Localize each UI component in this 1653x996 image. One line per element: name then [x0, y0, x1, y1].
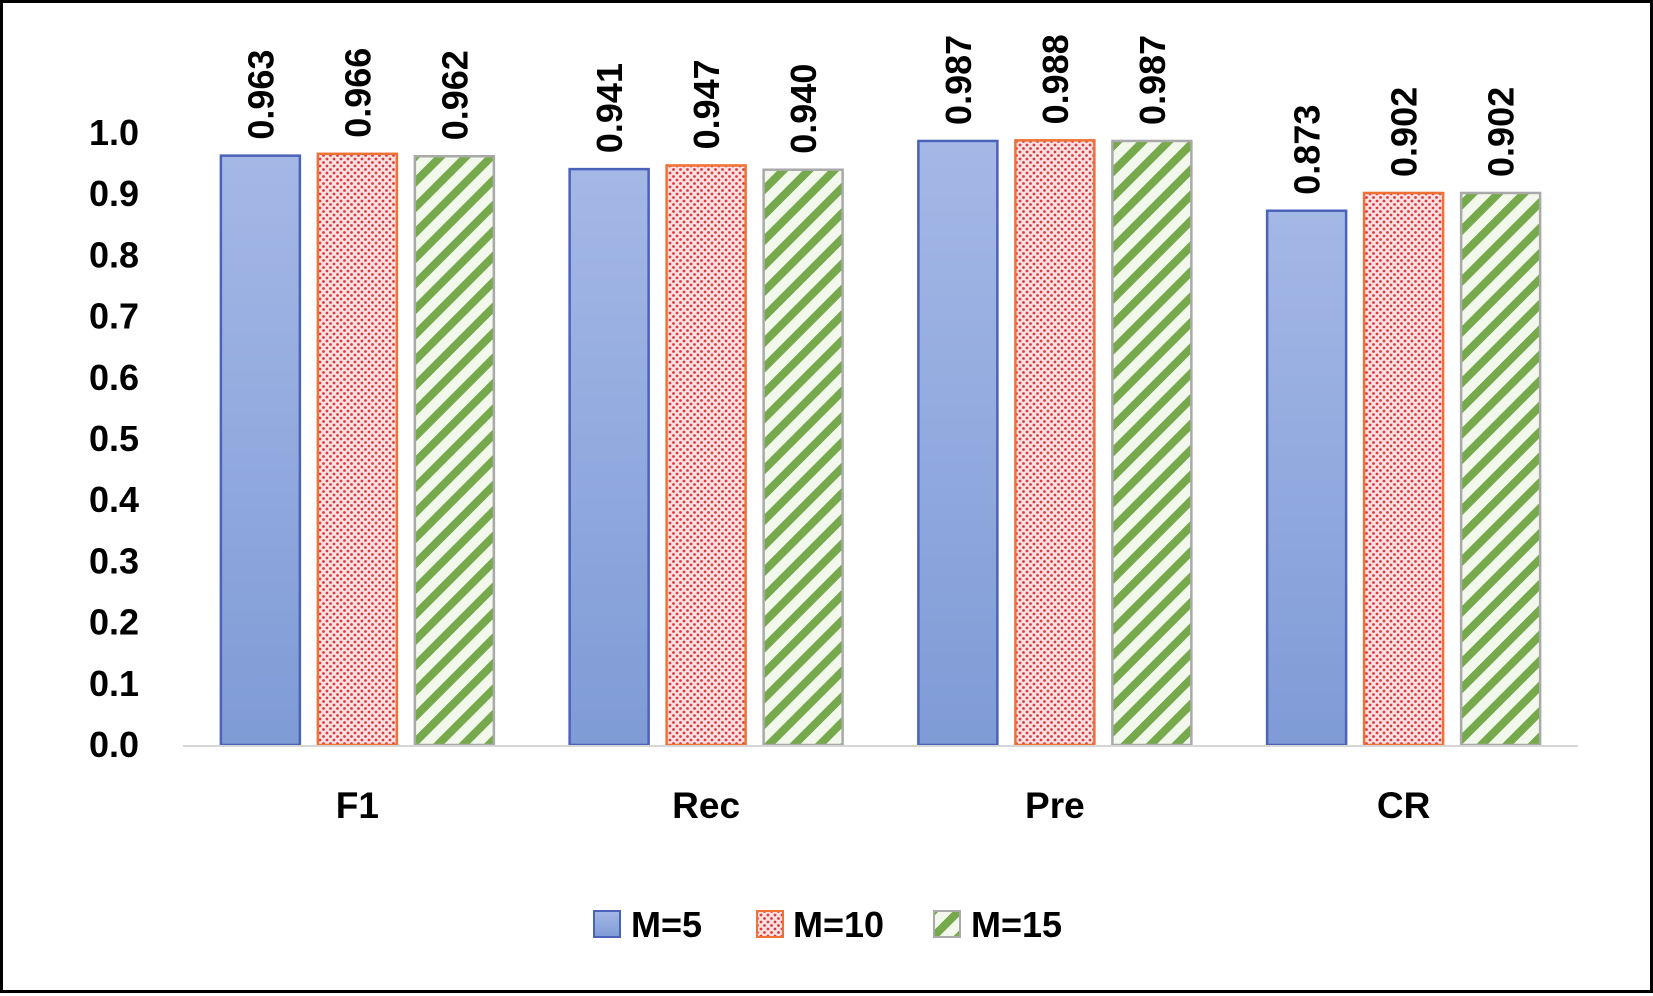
- legend-label-m15: M=15: [971, 904, 1062, 945]
- y-tick-label: 1.0: [89, 112, 139, 153]
- legend-swatch-m5: [593, 910, 621, 938]
- bar-m5-rec: [568, 167, 650, 747]
- legend-label-m5: M=5: [631, 904, 702, 945]
- data-labels: 0.963 0.966 0.962 0.941 0.947 0.940 0.987 0.988…: [240, 34, 1521, 194]
- x-category-label: Pre: [1025, 785, 1085, 826]
- bars: [219, 139, 1542, 747]
- bar-m5-cr: [1265, 209, 1348, 747]
- data-label-m15-cr: 0.902: [1481, 87, 1522, 177]
- data-label-m10-rec: 0.947: [686, 59, 727, 149]
- data-label-m10-pre: 0.988: [1035, 34, 1076, 124]
- data-label-m5-f1: 0.963: [240, 50, 281, 140]
- legend: M=5 M=10 M=15: [593, 904, 1062, 945]
- data-label-m5-pre: 0.987: [938, 35, 979, 125]
- y-tick-label: 0.4: [89, 479, 139, 520]
- y-tick-label: 0.2: [89, 602, 139, 643]
- data-label-m5-rec: 0.941: [589, 63, 630, 153]
- bar-m5-f1: [219, 154, 302, 747]
- legend-item-m10: M=10: [756, 904, 884, 945]
- y-axis: 0.0 0.1 0.2 0.3 0.4 0.5 0.6 0.7 0.8 0.9 1.0: [89, 112, 139, 765]
- data-label-m15-rec: 0.940: [783, 64, 824, 154]
- y-tick-label: 0.6: [89, 357, 139, 398]
- legend-item-m15: M=15: [933, 904, 1062, 945]
- bar-m10-rec: [665, 164, 747, 747]
- x-category-label: F1: [336, 785, 379, 826]
- bar-m10-pre: [1014, 139, 1096, 747]
- data-label-m5-cr: 0.873: [1287, 105, 1328, 195]
- x-category-label: Rec: [672, 785, 740, 826]
- bar-m15-cr: [1459, 191, 1542, 747]
- data-label-m10-f1: 0.966: [337, 48, 378, 138]
- legend-item-m5: M=5: [593, 904, 702, 945]
- x-axis: F1 Rec Pre CR: [183, 745, 1578, 826]
- y-tick-label: 0.9: [89, 173, 139, 214]
- y-tick-label: 0.8: [89, 234, 139, 275]
- x-category-label: CR: [1377, 785, 1430, 826]
- y-tick-label: 0.5: [89, 418, 139, 459]
- legend-label-m10: M=10: [793, 904, 884, 945]
- data-label-m15-f1: 0.962: [434, 50, 475, 140]
- bar-m5-pre: [917, 139, 999, 747]
- data-label-m15-pre: 0.987: [1132, 35, 1173, 125]
- y-tick-label: 0.0: [89, 724, 139, 765]
- bar-m10-cr: [1362, 191, 1445, 747]
- bar-m15-f1: [413, 155, 496, 747]
- data-label-m10-cr: 0.902: [1384, 87, 1425, 177]
- bar-m15-pre: [1111, 139, 1193, 747]
- bar-m15-rec: [762, 168, 844, 747]
- y-tick-label: 0.7: [89, 296, 139, 337]
- bar-chart: 0.00.10.20.30.40.50.60.70.80.91.0 0.963 0…: [89, 34, 1578, 945]
- bar-m10-f1: [316, 152, 399, 747]
- y-tick-label: 0.1: [89, 663, 139, 704]
- legend-swatch-m15: [933, 910, 961, 938]
- y-tick-label: 0.3: [89, 540, 139, 581]
- legend-swatch-m10: [756, 910, 784, 938]
